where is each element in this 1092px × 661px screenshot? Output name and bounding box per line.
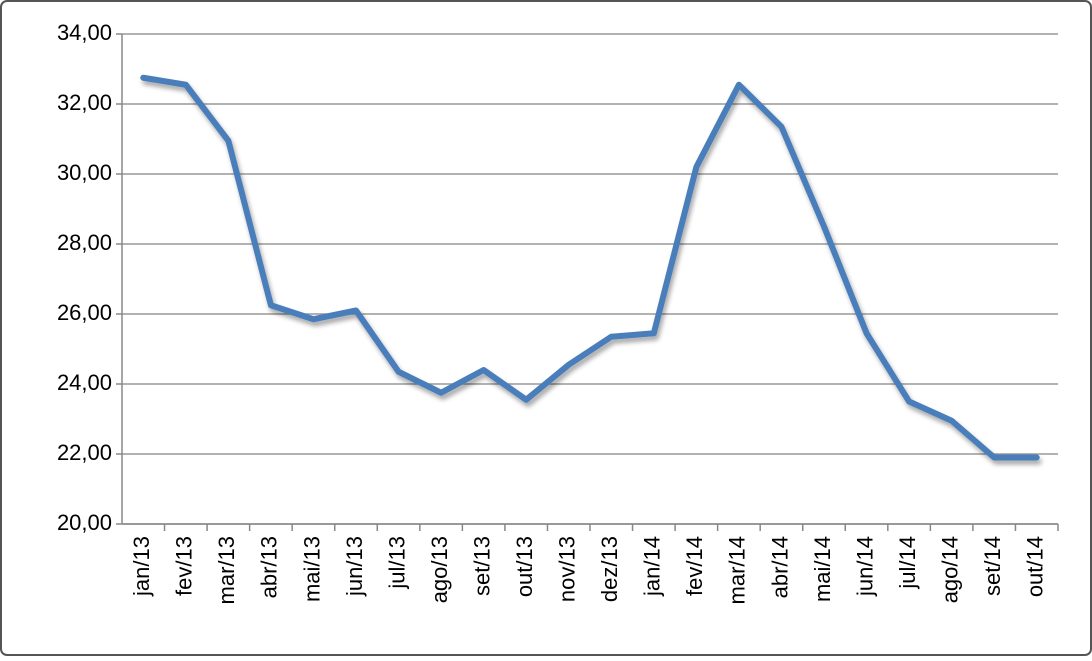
y-tick-label: 20,00	[57, 510, 112, 535]
x-tick-label: abr/13	[257, 536, 282, 598]
x-tick-label: jul/14	[895, 536, 920, 590]
data-line	[140, 74, 1040, 461]
x-tick-label: jun/13	[342, 536, 367, 597]
x-tick-label: out/13	[512, 536, 537, 597]
x-tick-label: ago/14	[937, 536, 962, 603]
x-tick-label: set/13	[469, 536, 494, 596]
x-tick-label: dez/13	[597, 536, 622, 602]
x-tick-label: set/14	[980, 536, 1005, 596]
x-tick-label: ago/13	[427, 536, 452, 603]
x-tick-label: jan/14	[640, 536, 665, 597]
x-tick-label: fev/14	[682, 536, 707, 596]
y-tick-label: 24,00	[57, 370, 112, 395]
x-tick-label: out/14	[1023, 536, 1048, 597]
x-tick-label: fev/13	[172, 536, 197, 596]
y-tick-label: 32,00	[57, 90, 112, 115]
y-tick-label: 28,00	[57, 230, 112, 255]
x-tick-label: abr/14	[767, 536, 792, 598]
x-tick-label: mar/14	[725, 536, 750, 604]
x-tick-label: nov/13	[555, 536, 580, 602]
x-tick-label: mai/14	[810, 536, 835, 602]
x-tick-label: jul/13	[384, 536, 409, 590]
x-tick-label: jun/14	[852, 536, 877, 597]
x-tick-label: mai/13	[299, 536, 324, 602]
x-tick-label: jan/13	[129, 536, 154, 597]
y-tick-label: 22,00	[57, 440, 112, 465]
y-tick-label: 30,00	[57, 160, 112, 185]
y-tick-label: 26,00	[57, 300, 112, 325]
y-tick-label: 34,00	[57, 20, 112, 45]
x-tick-label: mar/13	[214, 536, 239, 604]
